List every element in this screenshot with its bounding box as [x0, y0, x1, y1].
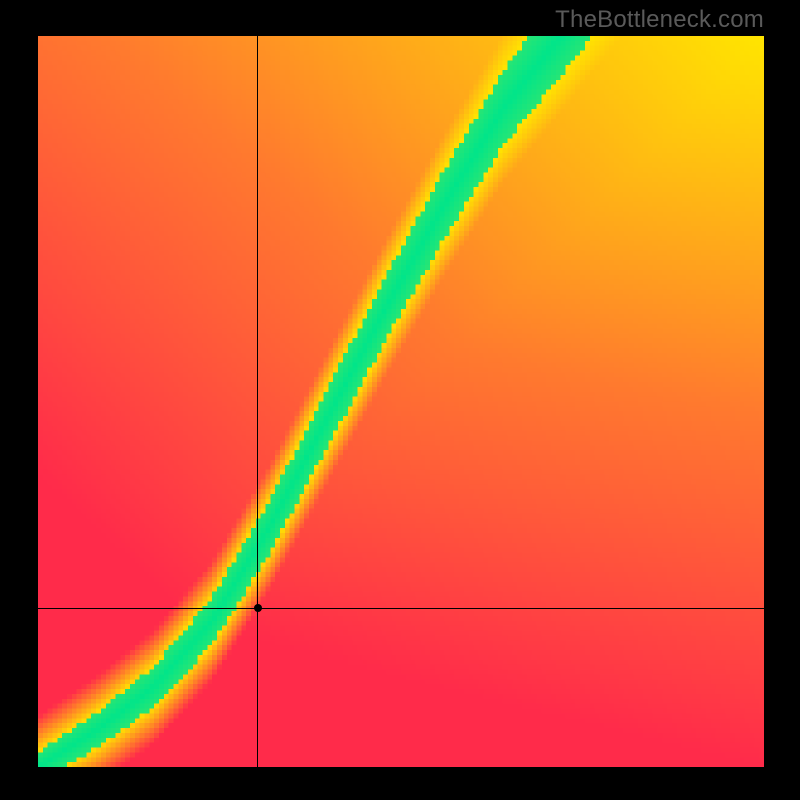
crosshair-horizontal	[38, 608, 764, 609]
watermark-text: TheBottleneck.com	[555, 6, 764, 34]
chart-container: TheBottleneck.com	[0, 0, 800, 800]
crosshair-vertical	[257, 36, 258, 767]
bottleneck-heatmap	[38, 36, 764, 767]
